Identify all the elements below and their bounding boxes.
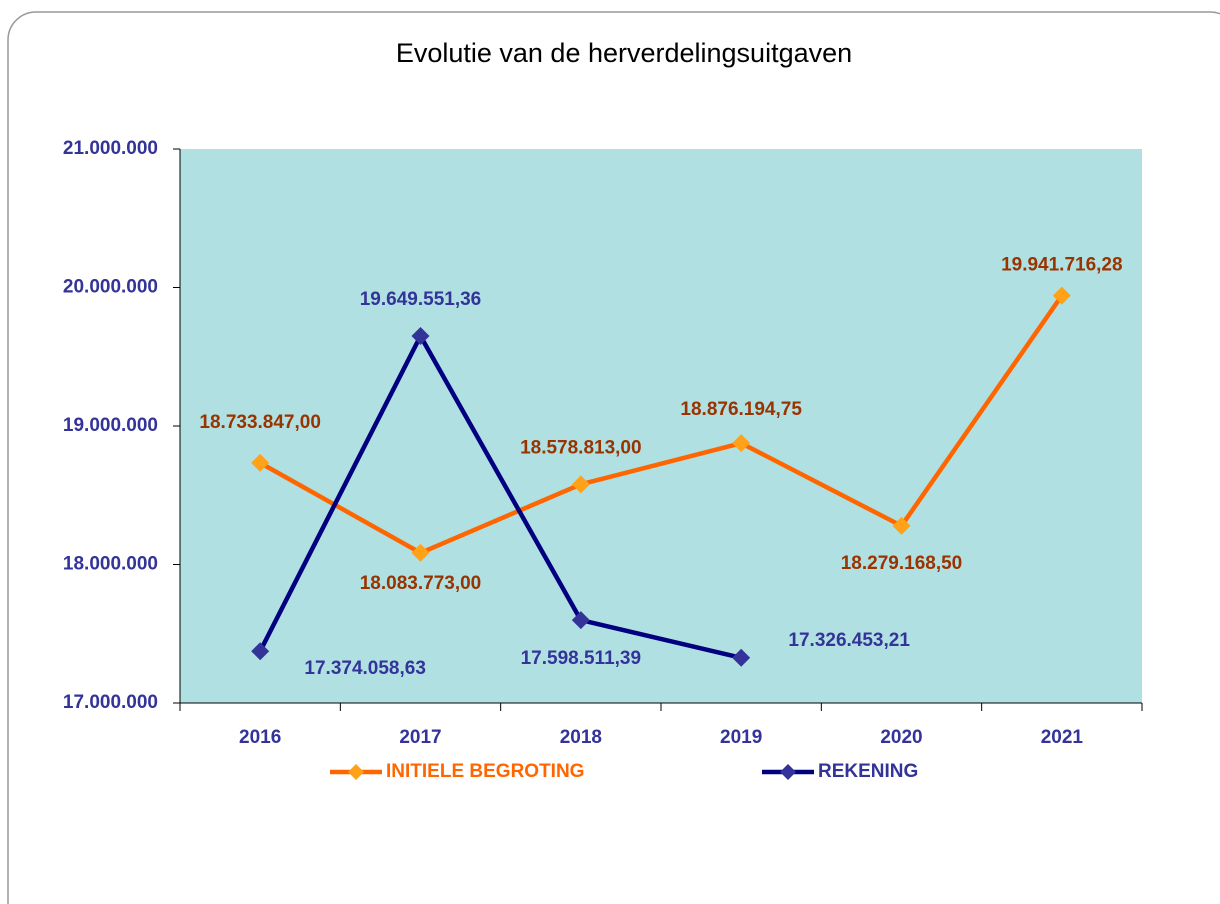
marker [411,327,430,346]
value-label: 17.326.453,21 [788,630,910,651]
legend-label: REKENING [818,761,918,782]
marker [1052,286,1071,305]
chart-title: Evolutie van de herverdelingsuitgaven [396,38,852,68]
value-label: 17.598.511,39 [521,648,641,669]
legend-marker [780,764,796,780]
x-tick-label: 2016 [239,727,281,748]
y-tick-label: 17.000.000 [63,692,158,713]
x-tick-label: 2020 [880,727,922,748]
y-tick-label: 20.000.000 [63,277,158,298]
legend-marker [348,764,364,780]
series-line [258,333,742,660]
marker [251,642,270,661]
plot-area [180,149,1142,703]
value-label: 18.578.813,00 [520,437,642,458]
x-tick-label: 2021 [1041,727,1084,748]
x-tick-label: 2017 [399,727,441,748]
value-label: 17.374.058,63 [304,658,426,679]
marker [892,516,911,535]
marker [732,648,751,667]
value-label: 18.279.168,50 [841,553,963,574]
marker [732,434,751,453]
value-label: 19.941.716,28 [1001,255,1123,276]
value-label: 18.083.773,00 [360,573,482,594]
marker [571,611,590,630]
value-label: 18.733.847,00 [199,412,321,433]
value-label: 18.876.194,75 [680,399,802,420]
marker [411,543,430,562]
y-tick-label: 18.000.000 [63,554,158,575]
y-tick-label: 21.000.000 [63,138,158,159]
legend-label: INITIELE BEGROTING [386,761,584,782]
y-tick-label: 19.000.000 [63,415,158,436]
x-tick-label: 2019 [720,727,762,748]
series-line [259,294,1064,556]
marker [571,475,590,494]
value-label: 19.649.551,36 [360,289,482,310]
marker [251,453,270,472]
x-tick-label: 2018 [560,727,602,748]
